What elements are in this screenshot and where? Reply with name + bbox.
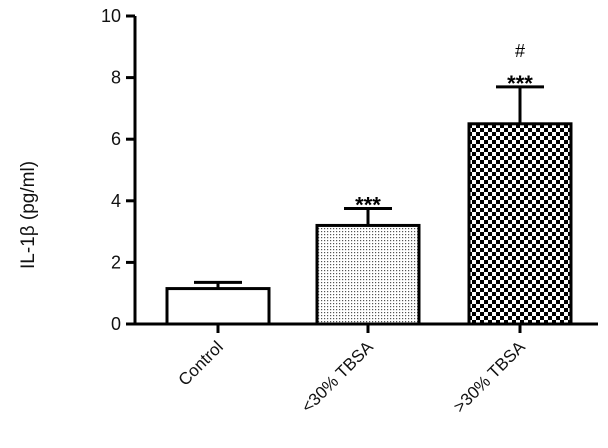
x-category-label: <30% TBSA [298,337,378,417]
x-category-label: >30% TBSA [450,337,530,417]
y-tick-label: 10 [101,6,121,26]
bar--30-tbsa [467,122,573,326]
bar--30-tbsa [315,223,421,326]
significance-stars: *** [355,193,381,218]
x-category-label: Control [175,337,227,389]
y-tick-label: 2 [111,252,121,272]
bar-control [165,287,271,326]
y-tick-label: 8 [111,68,121,88]
y-tick-label: 6 [111,129,121,149]
significance-stars: *** [507,71,533,96]
y-axis-label: IL-1β (pg/ml) [18,161,39,269]
y-tick-label: 4 [111,191,121,211]
y-tick-label: 0 [111,314,121,334]
significance-hash: # [515,41,525,61]
